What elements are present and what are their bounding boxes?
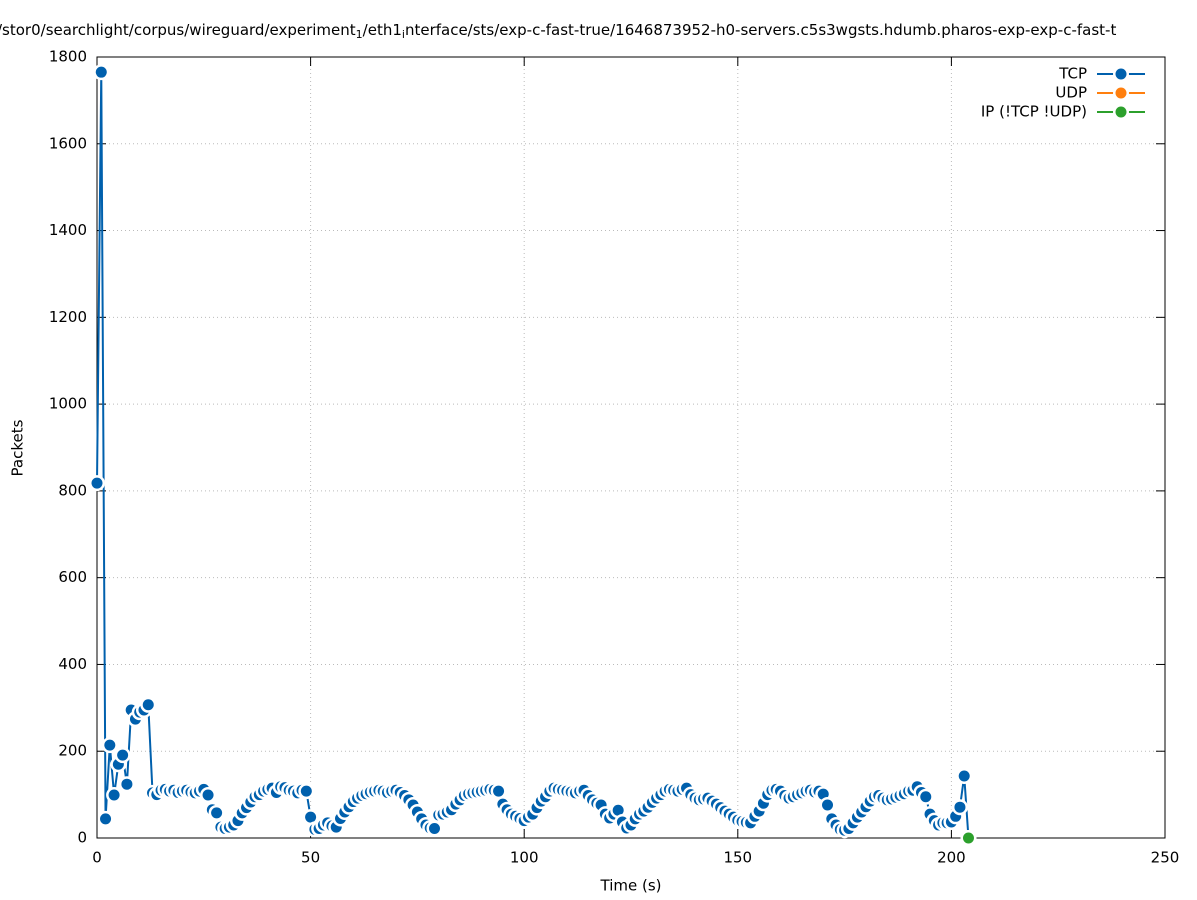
y-tick-label: 0 [77,829,87,847]
data-point [108,789,120,801]
data-point [817,788,829,800]
legend-label: TCP [1058,65,1087,83]
data-point [428,822,440,834]
data-point [202,789,214,801]
data-point [612,804,624,816]
y-tick-label: 1200 [49,308,87,326]
x-tick-label: 50 [301,849,320,867]
data-point [104,739,116,751]
y-tick-label: 1600 [49,134,87,152]
title-segment: i [402,28,405,41]
title-segment: 1 [356,28,363,41]
data-point [300,785,312,797]
y-tick-label: 400 [58,655,87,673]
title-segment: /eth1 [363,21,402,39]
x-axis-label: Time (s) [600,877,662,895]
data-point [142,699,154,711]
data-point [493,785,505,797]
legend-point [1115,68,1127,80]
data-point [962,832,974,844]
legend-label: UDP [1055,84,1087,102]
y-tick-label: 800 [58,481,87,499]
legend-point [1115,87,1127,99]
y-tick-label: 1400 [49,221,87,239]
data-point [954,801,966,813]
x-tick-label: 0 [92,849,102,867]
data-point [95,66,107,78]
chart-title: /stor0/searchlight/corpus/wireguard/expe… [0,21,1116,42]
y-tick-label: 1800 [49,48,87,66]
data-point [100,813,112,825]
data-point [121,778,133,790]
legend-point [1115,106,1127,118]
y-tick-label: 600 [58,568,87,586]
x-tick-label: 150 [723,849,752,867]
data-point [91,477,103,489]
y-tick-label: 1000 [49,395,87,413]
data-point [958,770,970,782]
x-tick-label: 250 [1151,849,1180,867]
y-axis-label: Packets [9,419,27,476]
x-tick-label: 100 [510,849,539,867]
title-segment: nterface/sts/exp-c-fast-true/1646873952-… [405,21,1116,39]
data-point [305,811,317,823]
legend-label: IP (!TCP !UDP) [981,103,1087,121]
data-point [920,791,932,803]
title-segment: /stor0/searchlight/corpus/wireguard/expe… [0,21,356,39]
data-point [822,799,834,811]
data-point [117,749,129,761]
data-point [211,807,223,819]
x-tick-label: 200 [937,849,966,867]
y-tick-label: 200 [58,742,87,760]
